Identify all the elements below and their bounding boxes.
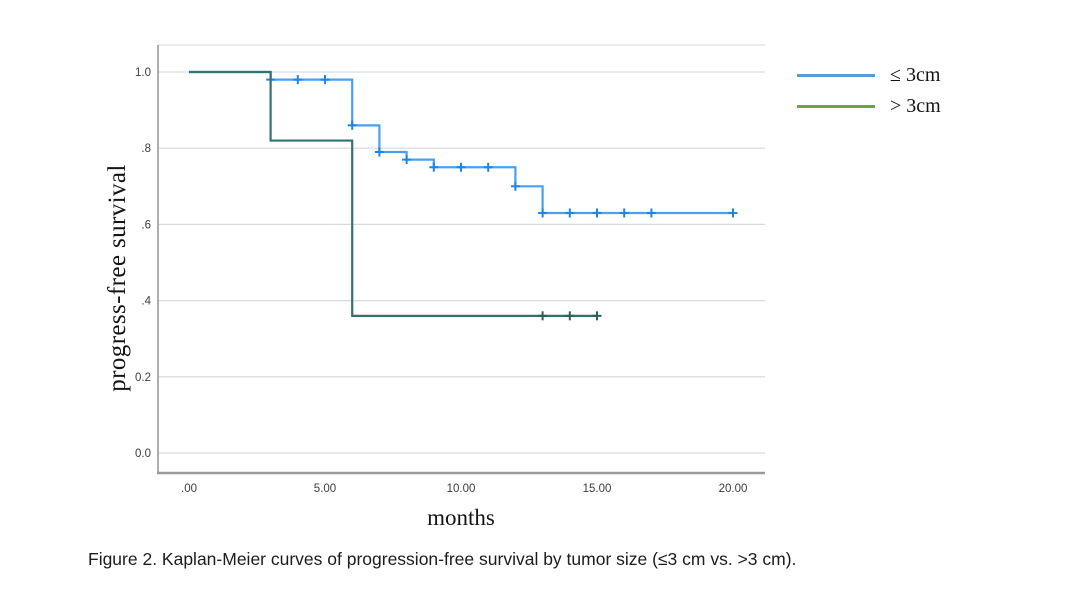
y-tick-label: 1.0 — [135, 67, 151, 79]
y-tick-label: .8 — [141, 143, 151, 155]
legend-item-gt-3cm: > 3cm — [797, 91, 941, 122]
legend-label-le-3cm: ≤ 3cm — [890, 64, 941, 86]
legend-line-gt-3cm-icon — [797, 105, 875, 108]
survival-curve-gt-3cm — [189, 70, 597, 317]
x-tick-label: 20.00 — [719, 483, 748, 495]
y-tick-label: 0.2 — [135, 372, 151, 384]
y-tick-label: .4 — [141, 296, 151, 308]
y-axis-title: progress-free survival — [104, 164, 131, 392]
y-tick-label: 0.0 — [135, 448, 151, 460]
x-tick-label: 15.00 — [583, 483, 612, 495]
x-tick-label: 5.00 — [314, 483, 336, 495]
x-tick-label: .00 — [181, 483, 197, 495]
x-axis-title: months — [427, 505, 495, 530]
legend-item-le-3cm: ≤ 3cm — [797, 60, 941, 91]
y-tick-label: .6 — [141, 219, 151, 231]
figure-caption: Figure 2. Kaplan-Meier curves of progres… — [88, 549, 797, 569]
legend-line-le-3cm-icon — [797, 74, 875, 77]
x-tick-label: 10.00 — [447, 483, 476, 495]
legend-label-gt-3cm: > 3cm — [890, 95, 941, 117]
legend: ≤ 3cm > 3cm — [797, 60, 941, 122]
